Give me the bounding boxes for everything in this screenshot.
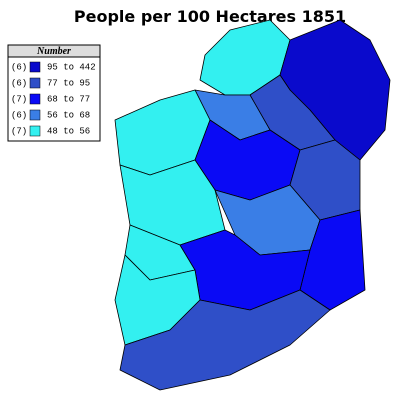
legend-count: (7) — [11, 126, 27, 136]
legend-box — [7, 44, 101, 142]
legend-count: (6) — [11, 110, 27, 120]
legend-swatch — [29, 109, 41, 121]
legend-swatch — [29, 61, 41, 73]
legend-count: (7) — [11, 94, 27, 104]
legend-range: 95 to 442 — [47, 62, 96, 72]
legend-title: Number — [36, 46, 71, 57]
legend-count: (6) — [11, 62, 27, 72]
legend-swatch — [29, 125, 41, 137]
legend-range: 48 to 56 — [47, 126, 90, 136]
legend: Number (6) 95 to 442 (6) 77 to 95 (7) 68 to 7… — [7, 44, 101, 142]
legend-swatch — [29, 93, 41, 105]
legend-range: 68 to 77 — [47, 94, 90, 104]
legend-header — [7, 44, 101, 58]
county — [119, 289, 331, 391]
counties — [114, 19, 391, 391]
legend-range: 77 to 95 — [47, 78, 90, 88]
legend-range: 56 to 68 — [47, 110, 90, 120]
legend-swatch — [29, 77, 41, 89]
legend-count: (6) — [11, 78, 27, 88]
map-title: People per 100 Hectares 1851 — [74, 7, 346, 26]
